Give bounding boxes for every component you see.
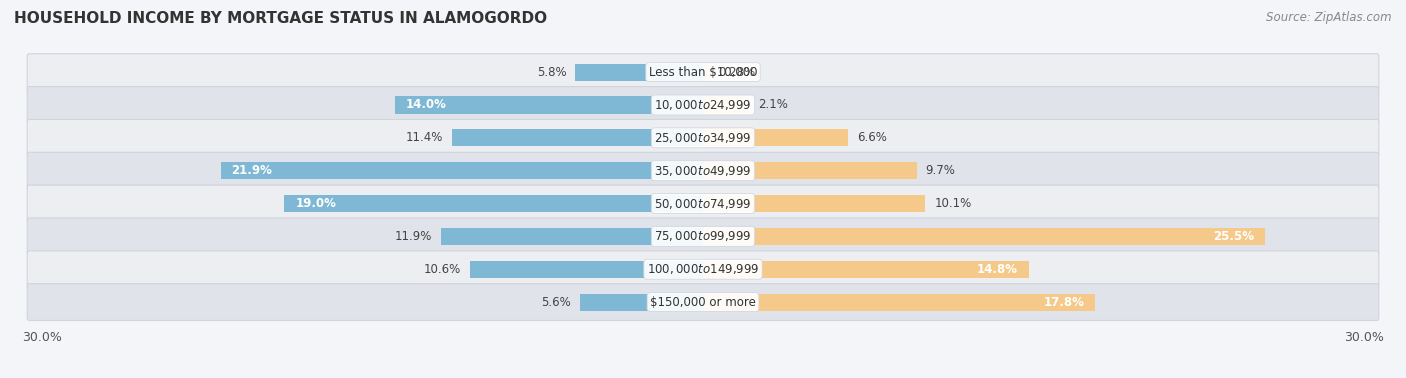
Bar [221, 162, 703, 179]
Bar [703, 96, 749, 113]
Bar [703, 129, 848, 146]
Bar [451, 129, 703, 146]
Text: $150,000 or more: $150,000 or more [650, 296, 756, 308]
Bar [703, 64, 709, 81]
Bar [703, 261, 1029, 278]
Text: 14.8%: 14.8% [977, 263, 1018, 276]
Text: 9.7%: 9.7% [925, 164, 955, 177]
Text: 2.1%: 2.1% [758, 99, 787, 112]
Text: 5.8%: 5.8% [537, 66, 567, 79]
Text: 5.6%: 5.6% [541, 296, 571, 308]
Bar [703, 162, 917, 179]
Text: 0.28%: 0.28% [718, 66, 755, 79]
Text: Less than $10,000: Less than $10,000 [648, 66, 758, 79]
Bar [395, 96, 703, 113]
Bar [470, 261, 703, 278]
Text: 14.0%: 14.0% [405, 99, 447, 112]
Text: 11.4%: 11.4% [406, 131, 443, 144]
Text: 25.5%: 25.5% [1213, 230, 1254, 243]
Text: 6.6%: 6.6% [858, 131, 887, 144]
Bar [703, 228, 1264, 245]
Text: $35,000 to $49,999: $35,000 to $49,999 [654, 164, 752, 178]
Text: 10.1%: 10.1% [934, 197, 972, 210]
Text: HOUSEHOLD INCOME BY MORTGAGE STATUS IN ALAMOGORDO: HOUSEHOLD INCOME BY MORTGAGE STATUS IN A… [14, 11, 547, 26]
Text: $75,000 to $99,999: $75,000 to $99,999 [654, 229, 752, 243]
FancyBboxPatch shape [27, 119, 1379, 156]
FancyBboxPatch shape [27, 185, 1379, 222]
Text: Source: ZipAtlas.com: Source: ZipAtlas.com [1267, 11, 1392, 24]
Bar [441, 228, 703, 245]
Text: 11.9%: 11.9% [395, 230, 432, 243]
Bar [579, 294, 703, 311]
Bar [575, 64, 703, 81]
Text: 17.8%: 17.8% [1043, 296, 1084, 308]
Bar [703, 294, 1095, 311]
FancyBboxPatch shape [27, 54, 1379, 91]
FancyBboxPatch shape [27, 251, 1379, 288]
Bar [703, 195, 925, 212]
Text: $10,000 to $24,999: $10,000 to $24,999 [654, 98, 752, 112]
Bar [284, 195, 703, 212]
Text: $25,000 to $34,999: $25,000 to $34,999 [654, 131, 752, 145]
Text: 10.6%: 10.6% [423, 263, 461, 276]
Text: $100,000 to $149,999: $100,000 to $149,999 [647, 262, 759, 276]
FancyBboxPatch shape [27, 152, 1379, 189]
Text: 19.0%: 19.0% [295, 197, 336, 210]
Legend: Without Mortgage, With Mortgage: Without Mortgage, With Mortgage [561, 373, 845, 378]
Text: 21.9%: 21.9% [232, 164, 273, 177]
FancyBboxPatch shape [27, 284, 1379, 321]
FancyBboxPatch shape [27, 218, 1379, 255]
FancyBboxPatch shape [27, 87, 1379, 123]
Text: $50,000 to $74,999: $50,000 to $74,999 [654, 197, 752, 211]
